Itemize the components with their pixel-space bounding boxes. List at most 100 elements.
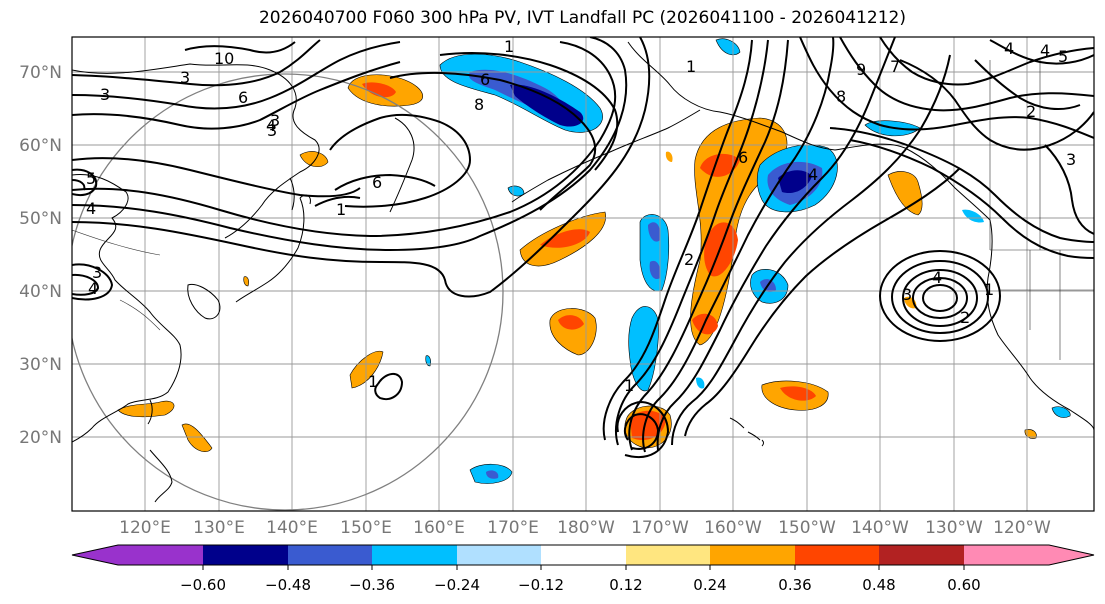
positive-field — [349, 350, 384, 389]
pv-contour — [374, 373, 404, 401]
colorbar-tick-label: −0.36 — [349, 576, 395, 594]
asia-coastline-north — [72, 63, 320, 239]
pv-contour — [602, 39, 753, 441]
contour-label: 6 — [480, 70, 490, 89]
contour-label: 4 — [1004, 39, 1014, 58]
pv-contour — [72, 179, 86, 191]
negative-field — [639, 214, 670, 292]
pv-contour — [72, 273, 100, 296]
positive-field — [181, 423, 213, 453]
contour-label: 3 — [100, 85, 110, 104]
contour-label: 10 — [214, 49, 234, 68]
lon-label: 140°W — [851, 518, 909, 538]
pv-contour — [72, 41, 401, 110]
pv-contours — [72, 37, 1094, 458]
positive-field — [700, 153, 740, 177]
lat-label: 30°N — [19, 355, 62, 375]
pv-contour — [839, 37, 1094, 112]
contour-labels: 10 3 6 8 1 6 3 4 6 1 2 9 8 7 1 3 4 3 4 1… — [86, 37, 1076, 395]
positive-field — [665, 151, 673, 162]
negative-field — [649, 260, 661, 280]
colorbar: −0.60 −0.48 −0.36 −0.24 −0.12 0.12 0.24 … — [71, 544, 1095, 594]
colorbar-tick-label: −0.12 — [518, 576, 564, 594]
pv-contour — [389, 71, 597, 211]
colorbar-under-extension — [72, 545, 118, 565]
contour-label: 1 — [336, 200, 346, 219]
negative-field — [425, 355, 431, 367]
colorbar-segment — [964, 545, 1049, 565]
korea-coastline — [187, 283, 221, 320]
negative-field — [1051, 406, 1071, 418]
negative-field — [696, 377, 705, 389]
contour-label: 6 — [372, 173, 382, 192]
contour-label: 4 — [808, 165, 818, 184]
colorbar-segment — [795, 545, 879, 565]
colorbar-segment — [541, 545, 626, 565]
lon-label: 170°W — [631, 518, 689, 538]
contour-label: 6 — [738, 148, 748, 167]
contour-label: 3 — [902, 285, 912, 304]
contour-label: 3 — [270, 111, 280, 130]
contour-label: 4 — [88, 279, 98, 298]
negative-anomaly-fields — [425, 38, 1071, 484]
pv-contour — [439, 52, 619, 171]
pv-contour — [642, 37, 835, 453]
positive-field — [1024, 429, 1037, 439]
contour-label: 1 — [368, 372, 378, 391]
contour-label: 7 — [890, 57, 900, 76]
colorbar-tick-label: −0.24 — [434, 576, 480, 594]
colorbar-outline — [71, 544, 1095, 566]
pv-contour — [1044, 144, 1094, 235]
negative-field — [486, 470, 499, 479]
contour-label: 4 — [932, 268, 942, 287]
colorbar-segment — [457, 545, 541, 565]
pv-contour — [72, 168, 98, 196]
contour-label: 9 — [856, 60, 866, 79]
taiwan-coastline — [147, 399, 153, 425]
colorbar-segment — [288, 545, 372, 565]
pv-contour — [656, 37, 896, 451]
negative-field — [962, 209, 984, 223]
contour-label: 2 — [1026, 102, 1036, 121]
contour-label: 3 — [180, 68, 190, 87]
pv-contour — [628, 39, 789, 451]
contour-label: 4 — [1040, 41, 1050, 60]
lat-label: 20°N — [19, 428, 62, 448]
colorbar-segment — [626, 545, 710, 565]
map-frame — [71, 36, 1095, 512]
contour-label: 8 — [474, 95, 484, 114]
colorbar-segment — [203, 545, 288, 565]
lon-label: 160°E — [413, 518, 465, 538]
lon-label: 130°W — [925, 518, 983, 538]
pv-contour — [329, 113, 472, 208]
positive-field — [704, 222, 738, 277]
colorbar-segment — [710, 545, 795, 565]
negative-field — [648, 222, 661, 242]
colorbar-segment — [118, 545, 203, 565]
colorbar-segment — [372, 545, 457, 565]
lon-label: 150°E — [340, 518, 392, 538]
pv-contour — [879, 37, 1094, 86]
colorbar-tick-label: 0.24 — [693, 576, 726, 594]
lon-label: 170°E — [487, 518, 539, 538]
pv-contour — [72, 39, 321, 87]
colorbar-tick-label: 0.36 — [778, 576, 811, 594]
north-america-coastline — [986, 219, 1094, 431]
landfall-region-circle — [72, 73, 504, 511]
map-panel: 10 3 6 8 1 6 3 4 6 1 2 9 8 7 1 3 4 3 4 1… — [72, 37, 1094, 511]
negative-field — [715, 38, 741, 56]
positive-field — [558, 315, 584, 330]
asia-borders — [72, 229, 161, 331]
pv-contour — [891, 260, 989, 334]
sakhalin-coastline — [289, 177, 295, 211]
lon-label: 150°W — [778, 518, 836, 538]
contour-label: 3 — [92, 263, 102, 282]
colorbar-tick-label: −0.48 — [265, 576, 311, 594]
philippines-coastline — [149, 449, 173, 503]
contour-label: 5 — [86, 169, 96, 188]
colorbar-tick-label: −0.60 — [180, 576, 226, 594]
positive-field — [243, 276, 249, 287]
lon-label: 120°W — [993, 518, 1051, 538]
contour-label: 3 — [267, 121, 277, 140]
